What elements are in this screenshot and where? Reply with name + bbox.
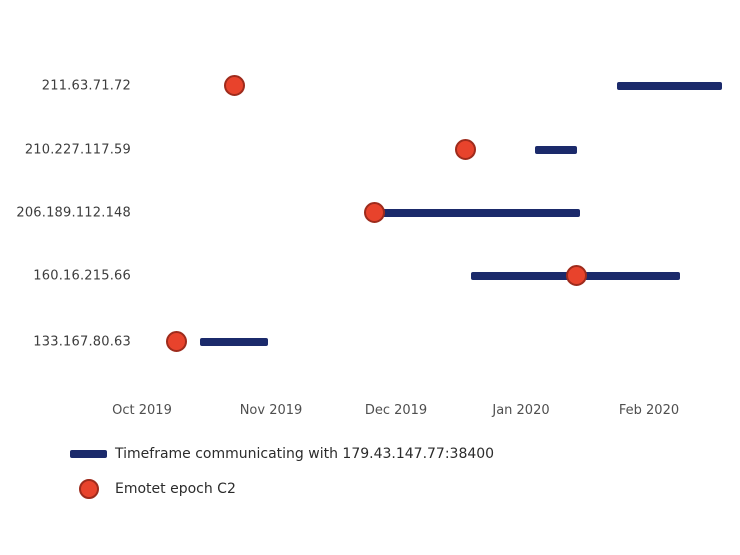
y-axis-ip-label: 211.63.71.72 — [41, 78, 131, 94]
y-axis-ip-label: 160.16.215.66 — [33, 268, 131, 284]
timeframe-bar — [375, 209, 580, 217]
x-axis-month-label: Nov 2019 — [239, 403, 303, 418]
timeframe-bar — [535, 146, 577, 154]
x-axis-month-label: Feb 2020 — [618, 403, 680, 418]
legend-label-timeframe: Timeframe communicating with 179.43.147.… — [115, 446, 495, 462]
legend-label-emotet: Emotet epoch C2 — [115, 481, 236, 497]
marker-swatch-wrap — [70, 479, 107, 499]
emotet-c2-marker — [566, 265, 587, 286]
y-axis-ip-label: 206.189.112.148 — [16, 205, 131, 221]
x-axis-month-label: Jan 2020 — [492, 403, 550, 418]
timeframe-bar-swatch-icon — [70, 450, 107, 458]
timeframe-bar — [617, 82, 722, 90]
emotet-c2-marker — [166, 331, 187, 352]
legend-item-timeframe: Timeframe communicating with 179.43.147.… — [70, 446, 494, 462]
emotet-marker-swatch-icon — [78, 479, 99, 499]
x-axis-month-label: Oct 2019 — [112, 403, 172, 418]
legend-item-emotet: Emotet epoch C2 — [70, 479, 494, 499]
y-axis-ip-label: 133.167.80.63 — [33, 334, 131, 350]
emotet-c2-marker — [364, 202, 385, 223]
x-axis-month-label: Dec 2019 — [364, 403, 428, 418]
emotet-c2-marker — [224, 75, 245, 96]
timeframe-bar — [200, 338, 268, 346]
emotet-c2-marker — [455, 139, 476, 160]
legend: Timeframe communicating with 179.43.147.… — [70, 446, 494, 499]
y-axis-ip-label: 210.227.117.59 — [24, 142, 131, 158]
